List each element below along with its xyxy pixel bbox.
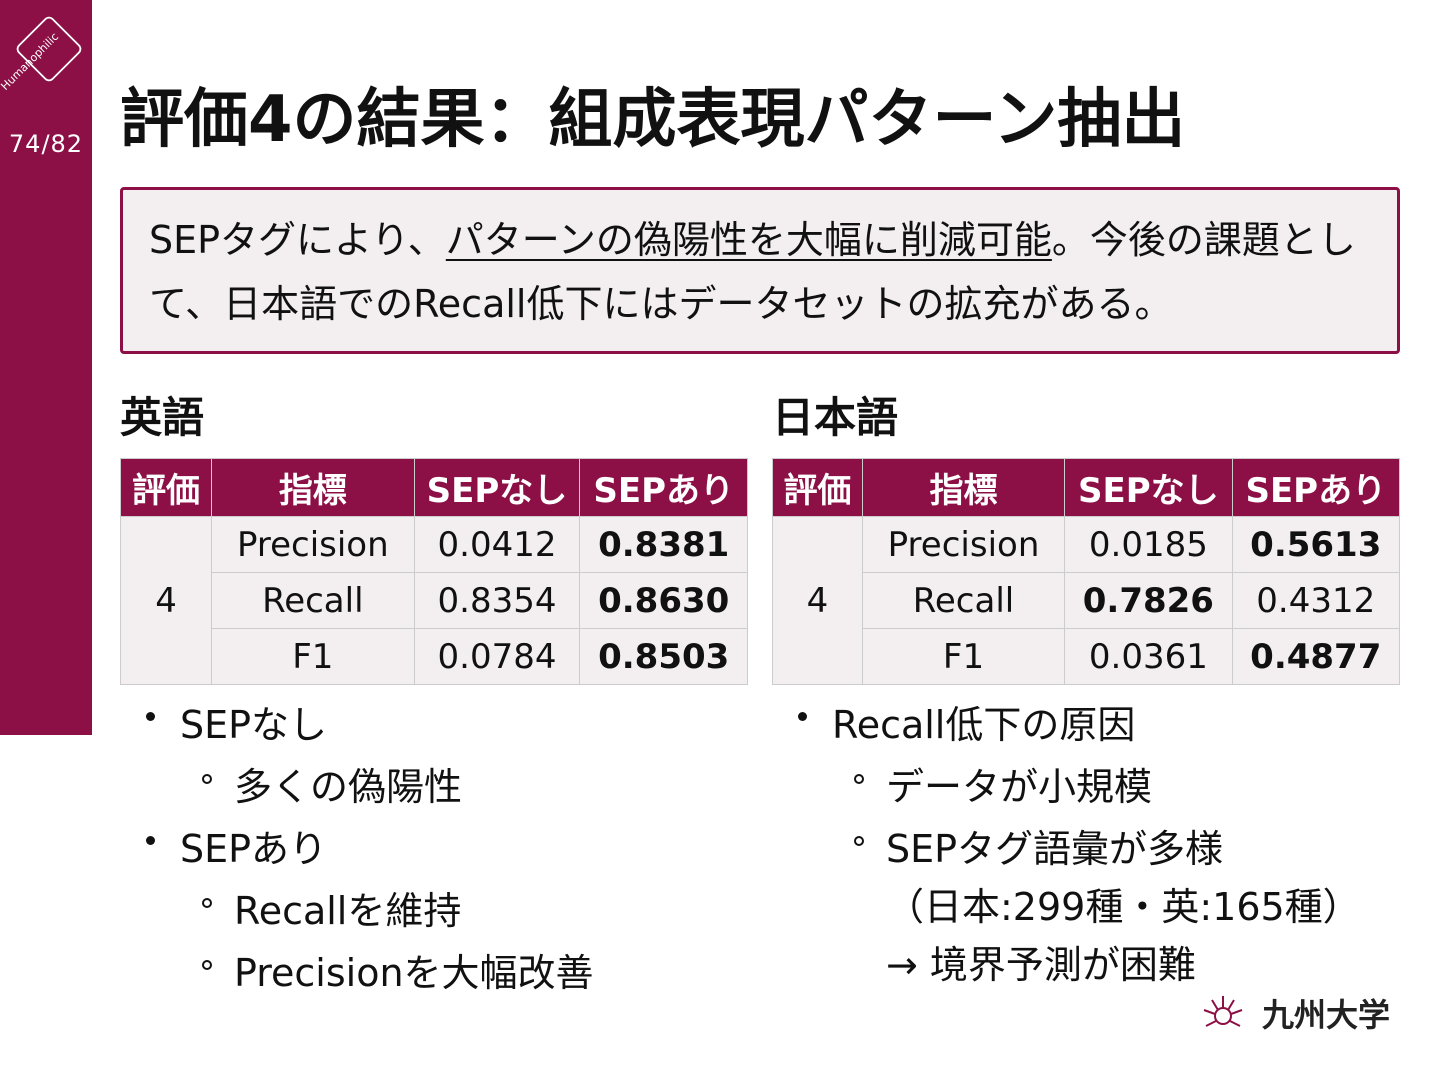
sub-bullet: 多くの偽陽性 (234, 765, 463, 809)
header-cell: SEPなし (1064, 458, 1233, 517)
sub-bullet: SEPタグ語彙が多様 (886, 827, 1224, 871)
cell: 0.4877 (1231, 628, 1401, 685)
cell: 0.4312 (1231, 572, 1401, 629)
group-cell: 4 (772, 516, 863, 685)
table: 評価 指標 SEPなし SEPあり 4 Precision 0.0412 0.8381 Reca… (119, 458, 748, 685)
header-cell: 評価 (119, 458, 213, 517)
crest (1203, 996, 1243, 1027)
header-cell: 指標 (861, 458, 1066, 517)
sub-bullet-dot (202, 898, 212, 908)
sub-bullet: データが小規模 (886, 765, 1153, 809)
sub-bullet-dot (854, 774, 864, 784)
sub-bullet-dot (202, 960, 212, 970)
sub-bullet: （日本:299種・英:165種） (886, 885, 1361, 929)
bullet: SEPあり (180, 827, 328, 871)
summary-box: SEPタグにより、パターンの偽陽性を大幅に削減可能。今後の課題として、日本語での… (120, 187, 1400, 354)
cell: 0.0361 (1064, 628, 1233, 685)
cell: Recall (861, 572, 1066, 629)
bullet: Recall低下の原因 (832, 703, 1136, 747)
cell: 0.7826 (1064, 572, 1233, 629)
cell: 0.8503 (579, 628, 748, 685)
cell: 0.8354 (413, 572, 581, 629)
table: 評価 指標 SEPなし SEPあり 4 Precision 0.0185 0.5613 Reca… (772, 458, 1401, 685)
row: 4 Precision 0.0412 0.8381 (119, 516, 748, 685)
bullet-dot (798, 712, 807, 721)
header-cell: SEPあり (1231, 458, 1401, 517)
cell: 0.0412 (413, 516, 581, 573)
bullet-dot (146, 836, 155, 845)
cell: F1 (861, 628, 1066, 685)
bullet-dot (146, 712, 155, 721)
cell: 0.8630 (579, 572, 748, 629)
header-cell: SEPあり (579, 458, 748, 517)
cell: 0.5613 (1231, 516, 1401, 573)
sub-bullet-dot (202, 774, 212, 784)
summary: SEPタグにより、パターンの偽陽性を大幅に削減可能。今後の課題として、日本語での… (149, 208, 1379, 336)
header-cell: 評価 (772, 458, 863, 517)
group-cell: 4 (119, 516, 213, 685)
cell: 0.0784 (413, 628, 581, 685)
side-bar (0, 0, 92, 735)
row: F1 0.0784 0.8503 (121, 628, 748, 685)
sub-bullet: → 境界予測が困難 (886, 943, 1196, 987)
sub-bullet: Precisionを大幅改善 (234, 951, 594, 995)
page-number: 74/82 (8, 130, 84, 158)
sub-bullet-dot (854, 836, 864, 846)
summary-text: 。今後の課題として、日本語でのRecall低下にはデータセットの拡充がある。 (149, 218, 1356, 326)
header-cell: 指標 (211, 458, 415, 517)
bullet: SEPなし (180, 703, 328, 747)
section-heading: 日本語 (772, 393, 899, 442)
summary-underlined: パターンの偽陽性を大幅に削減可能 (445, 218, 1052, 262)
title: 評価4の結果：組成表現パターン抽出 (120, 83, 1186, 157)
summary-text: SEPタグにより、 (149, 218, 446, 262)
row: Recall 0.8354 0.8630 (121, 572, 748, 629)
sub-bullet: Recallを維持 (234, 889, 462, 933)
cell: 0.8381 (579, 516, 748, 573)
cell: Precision (211, 516, 415, 573)
row: F1 0.0361 0.4877 (773, 628, 1401, 685)
row: Recall 0.7826 0.4312 (773, 572, 1401, 629)
row: 4 Precision 0.0185 0.5613 (772, 516, 1401, 685)
cell: Precision (861, 516, 1066, 573)
header-row: 評価 指標 SEPなし SEPあり (119, 458, 748, 517)
university: 九州大学 (1262, 996, 1391, 1034)
cell: 0.0185 (1064, 516, 1233, 573)
header-cell: SEPなし (413, 458, 581, 517)
cell: Recall (211, 572, 415, 629)
cell: F1 (211, 628, 415, 685)
section-heading: 英語 (120, 393, 205, 442)
header-row: 評価 指標 SEPなし SEPあり (772, 458, 1401, 517)
